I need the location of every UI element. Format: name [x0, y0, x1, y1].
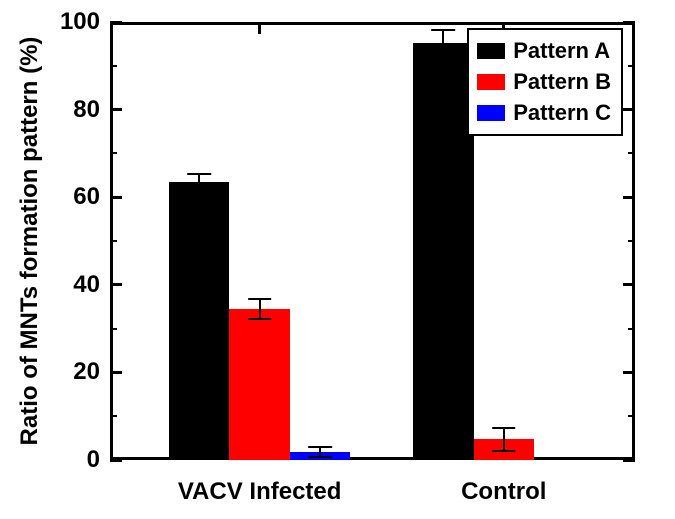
legend-swatch: [477, 43, 505, 59]
y-tick: [623, 21, 635, 24]
y-tick-label: 60: [73, 183, 110, 211]
y-minor-tick: [628, 152, 635, 154]
bar: [169, 182, 229, 460]
legend-swatch: [477, 74, 505, 90]
y-tick: [110, 108, 122, 111]
y-tick: [110, 196, 122, 199]
y-minor-tick: [110, 240, 117, 242]
legend-item: Pattern C: [477, 98, 611, 129]
y-tick: [110, 459, 122, 462]
y-tick-label: 80: [73, 96, 110, 124]
legend-label: Pattern C: [513, 98, 611, 129]
x-tick-label: Control: [461, 460, 546, 506]
bar: [229, 309, 289, 460]
legend-item: Pattern A: [477, 36, 611, 67]
y-minor-tick: [110, 328, 117, 330]
y-tick: [623, 283, 635, 286]
legend-label: Pattern B: [513, 67, 611, 98]
legend: Pattern APattern BPattern C: [467, 28, 623, 136]
y-minor-tick: [628, 65, 635, 67]
y-axis-title: Ratio of MNTs formation pattern (%): [16, 22, 44, 460]
y-minor-tick: [628, 328, 635, 330]
y-minor-tick: [110, 65, 117, 67]
y-minor-tick: [628, 415, 635, 417]
legend-swatch: [477, 105, 505, 121]
axis-line: [110, 22, 635, 25]
y-tick-label: 100: [60, 8, 110, 36]
y-tick: [623, 371, 635, 374]
y-minor-tick: [628, 240, 635, 242]
y-tick: [623, 459, 635, 462]
legend-item: Pattern B: [477, 67, 611, 98]
y-tick-label: 20: [73, 358, 110, 386]
y-tick-label: 40: [73, 271, 110, 299]
x-tick-label: VACV Infected: [178, 460, 342, 506]
y-tick: [110, 283, 122, 286]
x-tick: [258, 22, 261, 34]
bar-chart: Ratio of MNTs formation pattern (%) 0 20 4…: [0, 0, 675, 519]
legend-label: Pattern A: [513, 36, 610, 67]
y-tick-label: 0: [87, 446, 110, 474]
y-minor-tick: [110, 152, 117, 154]
y-tick: [623, 108, 635, 111]
y-tick: [110, 21, 122, 24]
bar: [413, 43, 473, 460]
y-minor-tick: [110, 415, 117, 417]
y-tick: [623, 196, 635, 199]
y-tick: [110, 371, 122, 374]
